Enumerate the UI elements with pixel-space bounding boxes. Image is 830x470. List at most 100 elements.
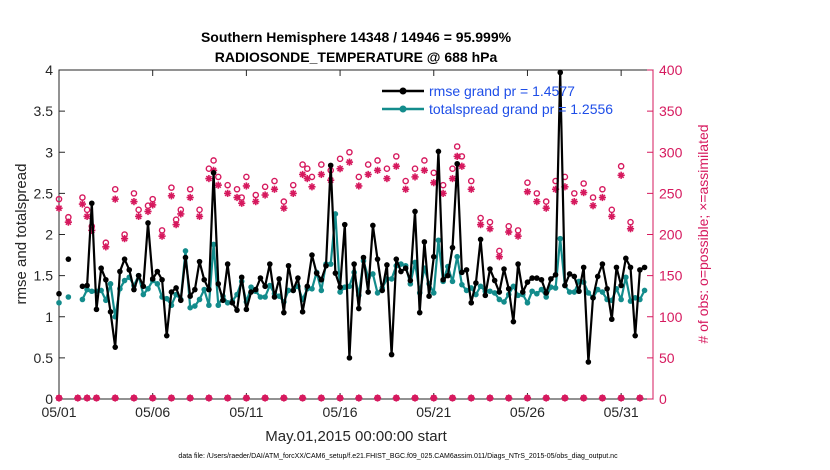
rmse-point [168,289,175,295]
rmse-point [599,261,606,267]
y-tick-label: 3.5 [34,103,54,119]
obs-assimilated-point [289,189,297,197]
obs-assimilated-point [261,191,269,199]
totalspread-point [318,287,325,294]
plot-area [58,69,654,400]
rmse-point [304,283,311,290]
obs-possible-point [233,185,241,193]
y-axis-right: 0 50 100 150 200 250 300 350 400 [647,62,683,407]
rmse-point [618,282,624,289]
obs-zero-assimilated [430,394,438,402]
obs-assimilated-point [580,188,588,197]
totalspread-point [332,211,339,217]
obs-zero-assimilated [205,394,213,402]
totalspread-point [487,288,493,295]
rmse-point [590,295,596,301]
rmse-point [79,283,86,290]
obs-possible-point [453,143,461,150]
x-axis-label: May.01,2015 00:00:00 start [265,428,447,445]
y-right-tick-label: 350 [659,103,683,119]
obs-assimilated-point [514,232,522,240]
totalspread-point [501,299,507,305]
rmse-point [323,262,329,269]
rmse-point [318,276,325,283]
obs-assimilated-point [186,193,194,202]
rmse-point [566,271,573,277]
rmse-point [65,256,72,262]
x-tick-label: 05/21 [416,404,451,420]
obs-zero-assimilated [149,394,157,402]
rmse-point [627,264,634,271]
obs-zero-assimilated [636,394,644,402]
obs-zero-assimilated [186,394,194,402]
obs-assimilated-point [130,198,138,206]
totalspread-point [477,283,484,290]
rmse-point [435,148,442,155]
rmse-point [515,261,521,267]
totalspread-point [571,289,578,295]
rmse-point [393,256,400,262]
obs-zero-assimilated [280,394,288,402]
totalspread-point [623,274,629,281]
totalspread-point [585,290,592,296]
totalspread-point [192,303,198,309]
rmse-point [201,276,208,283]
rmse-point [173,285,179,291]
legend: rmse grand pr = 1.4577 totalspread grand… [382,83,613,117]
rmse-point [285,262,292,269]
rmse-point [421,239,428,245]
y-right-tick-label: 200 [659,227,683,243]
obs-assimilated-point [523,188,532,196]
rmse-point [524,279,531,286]
y-tick-label: 1.5 [34,268,54,284]
rmse-series [56,69,648,365]
obs-assimilated-point [570,198,578,206]
totalspread-point [65,294,72,300]
obs-assimilated-point [505,228,513,236]
totalspread-point [641,287,648,294]
rmse-point [182,254,189,261]
totalspread-point [524,299,531,306]
rmse-point [623,255,629,262]
rmse-point [463,267,470,273]
rmse-point [468,299,475,306]
rmse-point [56,290,62,297]
totalspread-point [107,281,114,287]
obs-possible-point [135,206,142,214]
totalspread-point [154,281,161,287]
obs-possible-point [617,162,625,170]
obs-zero-assimilated [486,394,494,402]
obs-assimilated-point [477,221,485,229]
obs-zero-assimilated [224,394,232,402]
rmse-point [206,286,212,293]
rmse-point [562,282,568,289]
totalspread-point [463,287,470,294]
obs-zero-assimilated [167,394,176,402]
obs-assimilated-point [364,170,372,179]
obs-assimilated-point [224,189,232,197]
obs-assimilated-point [486,225,494,233]
obs-possible-point [421,157,428,164]
obs-possible-point [280,198,288,205]
obs-assimilated-point [172,221,180,229]
rmse-point [477,236,484,243]
rmse-point [281,309,287,316]
totalspread-point [337,289,343,295]
rmse-point [402,265,409,272]
obs-assimilated-point [317,170,325,179]
rmse-point [407,277,414,284]
rmse-point [440,276,446,283]
y-right-tick-label: 400 [659,62,683,78]
obs-assimilated-point [453,152,461,160]
totalspread-point [267,282,273,289]
obs-assimilated-point [238,199,246,207]
obs-possible-point [83,206,91,214]
obs-assimilated-point [120,235,129,243]
obs-possible-point [243,173,250,181]
rmse-point [445,272,451,279]
obs-assimilated-point [252,198,260,206]
rmse-point [360,254,367,261]
totalspread-point [552,285,559,291]
totalspread-point [182,248,189,254]
rmse-point [449,244,456,251]
